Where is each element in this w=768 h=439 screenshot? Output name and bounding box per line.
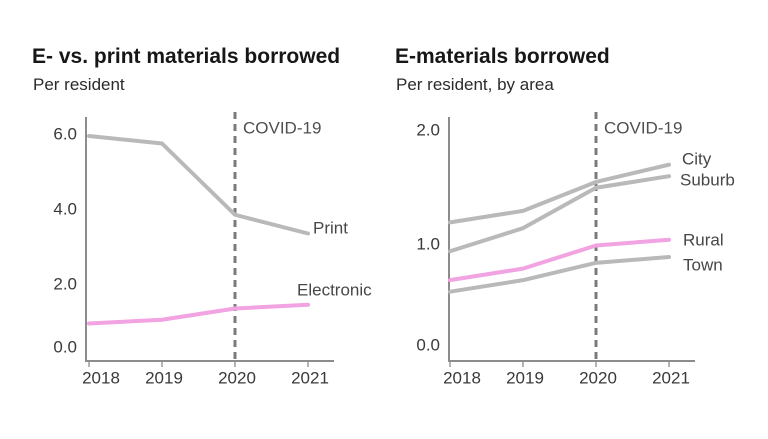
series-label-town: Town (683, 256, 723, 275)
series-label-electronic: Electronic (297, 281, 372, 300)
series-label-print: Print (313, 219, 348, 238)
chart-left-plot: COVID-19 2018 2019 2020 2021 0.0 2.0 4.0 6.0 Prin… (53, 112, 372, 388)
y-tick-label: 6.0 (53, 125, 77, 144)
y-tick-label: 4.0 (53, 200, 77, 219)
x-tick-label: 2018 (443, 369, 481, 388)
series-line-suburb (448, 174, 671, 254)
y-tick-label: 1.0 (416, 235, 440, 254)
series-line-electronic (87, 302, 310, 326)
chart-right-subtitle: Per resident, by area (396, 75, 554, 94)
series-line-print (87, 134, 310, 236)
x-tick-label: 2018 (82, 369, 120, 388)
chart-left-title: E- vs. print materials borrowed (32, 45, 341, 68)
series-line-town (448, 255, 671, 294)
series-label-suburb: Suburb (680, 171, 735, 190)
chart-panel-right: E-materials borrowed Per resident, by ar… (384, 0, 768, 439)
x-tick-label: 2019 (145, 369, 183, 388)
y-tick-label: 2.0 (416, 121, 440, 140)
series-label-city: City (682, 150, 712, 169)
chart-left-title-block: E- vs. print materials borrowed Per resi… (32, 44, 340, 95)
chart-left-subtitle: Per resident (33, 75, 125, 94)
series-label-rural: Rural (683, 231, 724, 250)
y-tick-label: 2.0 (53, 275, 77, 294)
series-line-rural (448, 237, 671, 283)
x-tick-label: 2020 (579, 369, 617, 388)
chart-right-plot: COVID-19 2018 2019 2020 2021 0.0 1.0 2.0 City Sub… (416, 112, 735, 388)
series-line-city (448, 162, 671, 225)
x-tick-label: 2020 (218, 369, 256, 388)
chart-right-title-block: E-materials borrowed Per resident, by ar… (395, 44, 610, 95)
y-tick-label: 0.0 (53, 338, 77, 357)
y-tick-label: 0.0 (416, 336, 440, 355)
x-tick-label: 2021 (652, 369, 690, 388)
covid-annotation-label: COVID-19 (243, 119, 321, 138)
chart-panel-left: E- vs. print materials borrowed Per resi… (32, 44, 372, 388)
chart-right-title: E-materials borrowed (395, 45, 610, 68)
x-tick-label: 2019 (506, 369, 544, 388)
x-tick-label: 2021 (291, 369, 329, 388)
covid-annotation-label: COVID-19 (604, 119, 682, 138)
